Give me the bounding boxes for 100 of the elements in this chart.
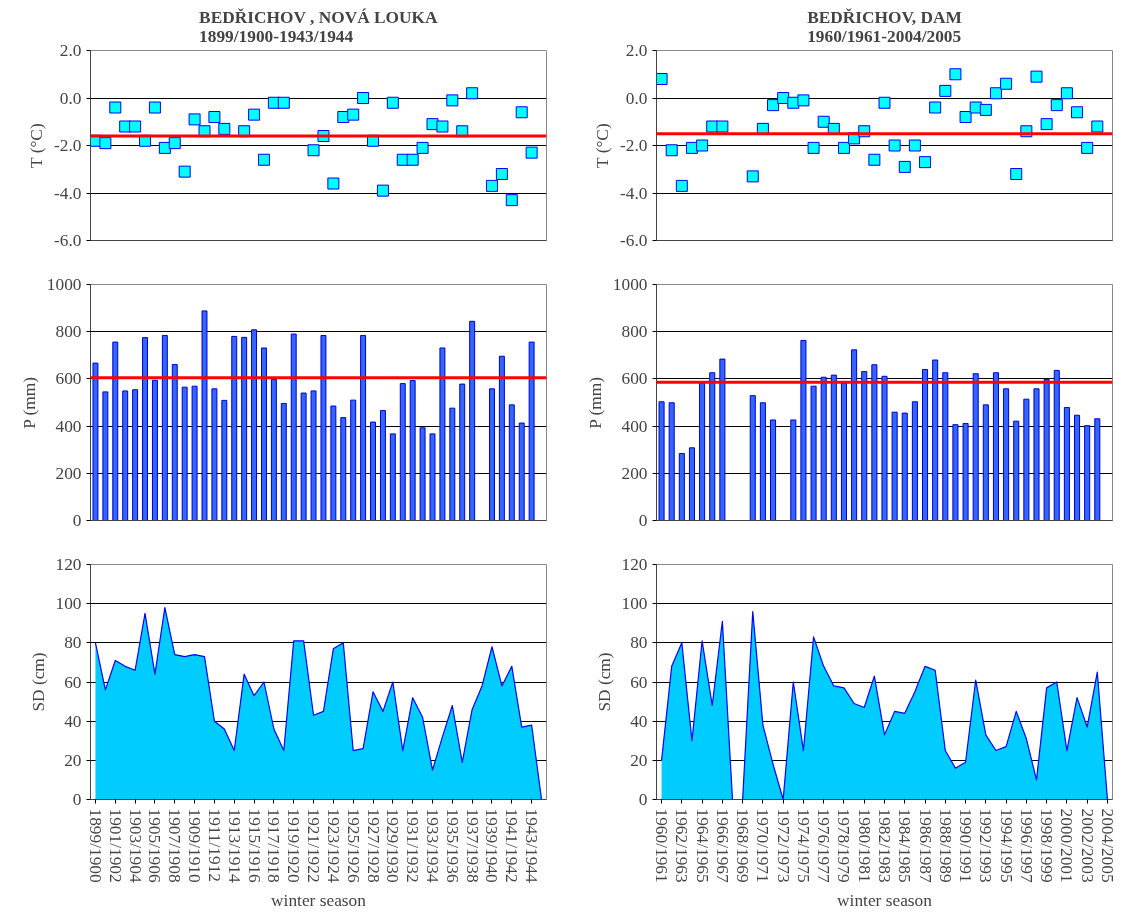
x-tick-label: 1982/1983 xyxy=(875,808,894,883)
x-tick-label: 1992/1993 xyxy=(976,808,996,883)
bar xyxy=(132,389,139,521)
point xyxy=(188,113,201,126)
point xyxy=(1081,141,1094,154)
y-tick-label: 100 xyxy=(621,594,648,614)
bar xyxy=(142,337,148,521)
bar xyxy=(790,419,797,521)
bar xyxy=(151,379,158,521)
bar xyxy=(459,383,466,521)
point xyxy=(218,122,231,135)
bar xyxy=(379,410,386,521)
bar xyxy=(370,421,376,521)
x-tick-label: 1996/1997 xyxy=(1016,808,1036,883)
point xyxy=(807,141,820,154)
x-tick-label: 1972/1973 xyxy=(773,808,793,883)
y-tick-label: 60 xyxy=(630,672,648,692)
bar xyxy=(1003,388,1010,521)
x-tick-label: 1909/1910 xyxy=(185,808,205,883)
bar xyxy=(280,402,287,521)
bar xyxy=(231,335,238,521)
bar xyxy=(1084,425,1091,521)
y-tick-label: -4.0 xyxy=(620,183,648,203)
point xyxy=(656,73,668,85)
chart-title: BEDŘICHOV, DAM 1960/1961-2004/2005 xyxy=(807,7,962,46)
x-tick-label: 1990/1991 xyxy=(956,808,976,883)
x-tick-label: 2000/2001 xyxy=(1057,808,1077,883)
bar xyxy=(952,424,959,521)
bar xyxy=(161,334,168,521)
point xyxy=(675,179,688,192)
bar xyxy=(439,347,446,521)
y-tick-label: 800 xyxy=(621,322,648,342)
bar xyxy=(181,386,188,521)
point xyxy=(989,87,1002,100)
point xyxy=(878,96,891,109)
x-tick-label: 1943/1944 xyxy=(522,808,542,883)
bar xyxy=(891,411,898,521)
x-tick-label: 1925/1926 xyxy=(343,808,363,883)
x-tick-label: 1935/1936 xyxy=(442,808,462,883)
bar xyxy=(201,310,208,521)
x-tick-label: 1998/1999 xyxy=(1037,808,1057,883)
bar xyxy=(498,355,505,521)
bar xyxy=(399,383,406,521)
bar xyxy=(122,390,129,521)
y-tick-label: -2.0 xyxy=(54,136,82,155)
point xyxy=(436,120,449,133)
x-tick-label: 1915/1916 xyxy=(244,808,264,883)
x-tick-label: 1986/1987 xyxy=(915,808,935,883)
x-tick-label: 1931/1932 xyxy=(403,808,423,883)
y-tick-label: 60 xyxy=(64,672,82,692)
x-tick-label: 1941/1942 xyxy=(502,808,522,883)
bar xyxy=(962,423,969,521)
x-tick-label: 1994/1995 xyxy=(996,808,1016,883)
x-tick-label: 1970/1971 xyxy=(753,808,773,883)
point xyxy=(109,101,122,114)
point xyxy=(817,115,830,128)
y-tick-label: -6.0 xyxy=(54,231,82,250)
bar xyxy=(112,341,119,521)
point xyxy=(979,103,992,116)
point xyxy=(327,177,340,190)
bar xyxy=(251,329,258,521)
x-tick-label: 1939/1940 xyxy=(482,808,502,883)
x-axis-title: winter season xyxy=(837,890,933,910)
point xyxy=(495,168,508,180)
y-tick-label: 1000 xyxy=(46,275,82,294)
bar xyxy=(300,392,307,521)
bar xyxy=(320,334,327,521)
x-tick-label: 1978/1979 xyxy=(834,808,854,883)
point xyxy=(505,194,518,207)
point xyxy=(898,160,911,173)
y-tick-label: 400 xyxy=(55,416,82,436)
bar xyxy=(429,433,436,521)
bar xyxy=(340,417,347,521)
y-tick-label: 400 xyxy=(621,416,648,436)
bar xyxy=(518,422,525,521)
bar xyxy=(508,404,515,521)
bar xyxy=(658,401,665,521)
point xyxy=(969,101,982,114)
y-axis-title: P (mm) xyxy=(19,376,39,429)
point xyxy=(277,96,290,109)
point xyxy=(929,101,942,114)
bar xyxy=(668,402,675,521)
x-tick-label: 1911/1912 xyxy=(204,808,224,882)
point xyxy=(485,179,498,192)
y-tick-label: 120 xyxy=(55,555,82,574)
bar xyxy=(1063,406,1070,521)
bar xyxy=(489,388,495,521)
bar xyxy=(350,399,357,521)
point xyxy=(1000,77,1013,90)
y-tick-label: 20 xyxy=(64,750,82,770)
x-tick-label: 1962/1963 xyxy=(672,808,692,883)
bar xyxy=(770,419,777,521)
bar xyxy=(1074,414,1081,521)
bar xyxy=(932,359,939,521)
bar xyxy=(1023,398,1030,521)
x-tick-label: 1929/1930 xyxy=(383,808,403,883)
point xyxy=(868,153,881,166)
point xyxy=(1010,168,1023,180)
point xyxy=(357,92,370,104)
bar xyxy=(871,364,878,521)
